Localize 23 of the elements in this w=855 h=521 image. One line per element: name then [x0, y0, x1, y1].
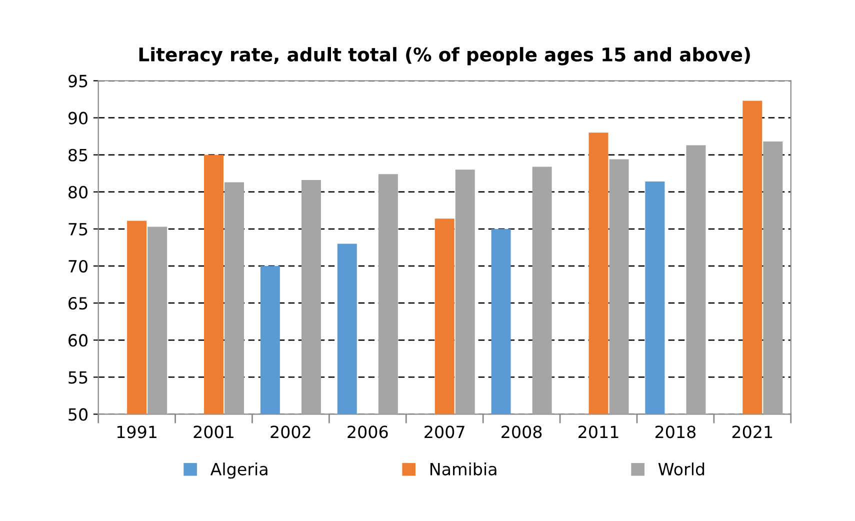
y-tick-label: 70 [68, 260, 88, 273]
x-tick-label: 2018 [655, 426, 696, 438]
x-tick-label: 2011 [578, 426, 618, 438]
x-tick-label: 2002 [270, 426, 310, 438]
x-tick-label: 2001 [194, 426, 234, 438]
y-tick-label: 80 [68, 186, 88, 198]
y-tick-label: 65 [68, 297, 88, 310]
x-tick-label: 2007 [424, 426, 464, 438]
legend-label: World [658, 462, 704, 476]
y-tick-label: 85 [68, 148, 88, 162]
legend-label: Algeria [210, 462, 268, 479]
y-tick-label: 55 [68, 371, 88, 384]
x-tick-label: 1991 [117, 426, 156, 438]
y-tick-label: 95 [68, 74, 88, 88]
y-tick-label: 50 [68, 408, 88, 421]
y-tick-label: 60 [68, 334, 88, 347]
y-tick-label: 75 [68, 223, 88, 236]
x-tick-label: 2006 [348, 426, 388, 438]
chart-title: Literacy rate, adult total (% of people ages 15 and above) [139, 47, 750, 66]
x-tick-label: 2008 [502, 426, 542, 438]
legend-label: Namibia [430, 462, 496, 476]
y-tick-label: 90 [68, 112, 88, 124]
x-tick-label: 2021 [732, 426, 772, 438]
